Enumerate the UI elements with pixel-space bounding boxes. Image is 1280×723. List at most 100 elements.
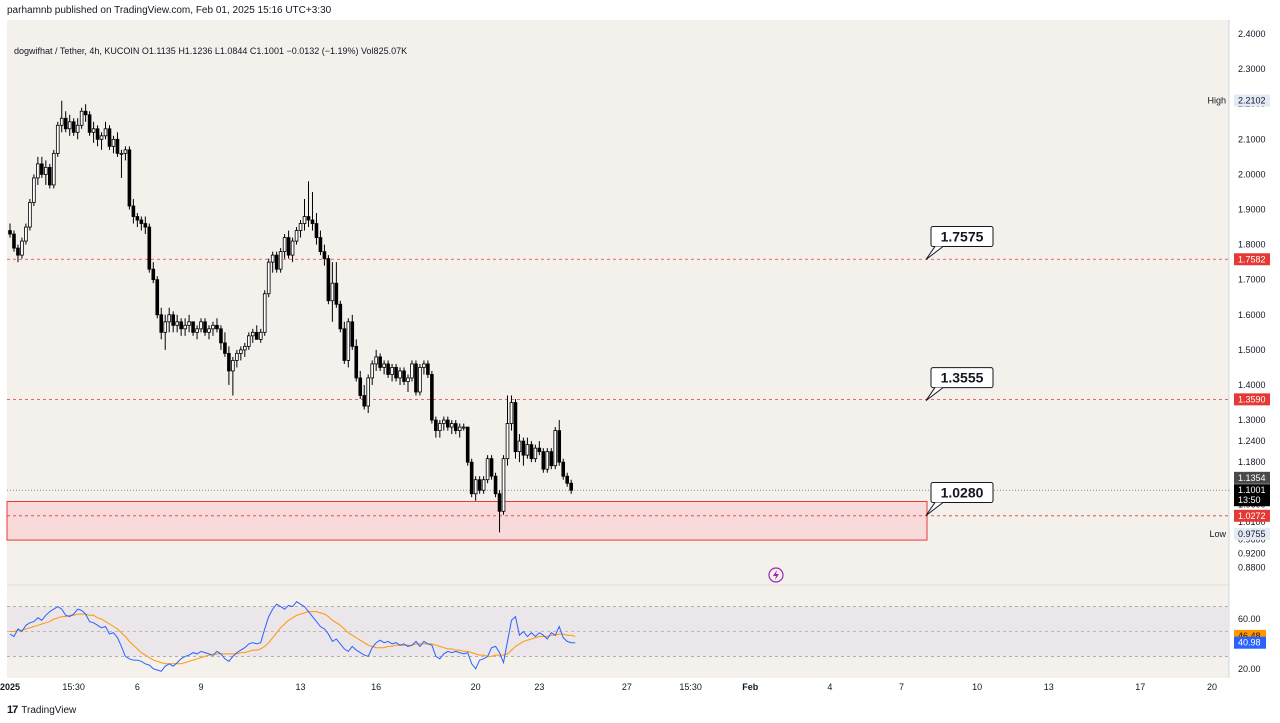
candle [410, 360, 414, 382]
time-tick-label: 2025 [0, 682, 20, 692]
candle-body [485, 458, 490, 481]
candle [465, 426, 470, 466]
lightning-icon[interactable] [768, 567, 784, 583]
price-badge-bg [1234, 471, 1270, 484]
candle [362, 384, 367, 410]
candle-body [290, 240, 295, 256]
rsi-ma-line [10, 611, 576, 665]
candle [537, 441, 542, 456]
candle [489, 455, 494, 480]
candle [235, 349, 239, 368]
candle [44, 160, 48, 185]
candle [159, 307, 164, 340]
candle [219, 325, 223, 350]
callout-pointer [925, 502, 944, 516]
candle [442, 416, 446, 431]
candle-body [569, 482, 573, 491]
price-badge: 2.2102 High [1207, 94, 1270, 107]
candle [123, 146, 128, 161]
candle-body [465, 426, 470, 463]
candle [453, 420, 458, 435]
rsi-tick-label: 20.00 [1238, 664, 1261, 674]
legend-high: H1.1236 [178, 46, 213, 56]
candle-body [501, 458, 506, 512]
price-badge: 1.1354 [1234, 471, 1270, 484]
candle [426, 360, 430, 378]
price-side-label: Low [1209, 529, 1226, 539]
candle-body [322, 251, 327, 260]
symbol-legend: dogwifhat / Tether, 4h, KUCOIN O1.1135 H… [14, 46, 407, 56]
price-badge: 1.7582 [1234, 253, 1270, 266]
candle [529, 441, 534, 463]
candle [445, 416, 450, 431]
candle-body [557, 430, 562, 463]
level-callout: 1.0280 [925, 482, 994, 516]
candle-body [127, 149, 132, 207]
candle-body [294, 230, 299, 242]
candle [481, 476, 486, 494]
candle-body [449, 423, 454, 428]
publish-info: parhamnb published on TradingView.com, F… [7, 5, 332, 16]
candle-body [143, 223, 148, 228]
candle [438, 420, 442, 438]
candle-body [28, 202, 32, 228]
rsi-line [9, 601, 576, 672]
legend-volume: Vol825.07K [361, 46, 408, 56]
candle-body [529, 444, 534, 460]
candle [28, 198, 32, 231]
candle [525, 437, 530, 459]
candle [127, 146, 132, 210]
candle-body [167, 314, 172, 323]
candle [346, 318, 351, 368]
candle-body [207, 328, 211, 333]
candle-body [75, 124, 80, 133]
candle [266, 258, 271, 298]
candle-body [549, 451, 554, 467]
candle-body [103, 128, 108, 137]
candle [87, 111, 92, 136]
candle [215, 318, 219, 333]
candle [155, 276, 160, 319]
candle [434, 416, 438, 438]
time-tick-label: 15:30 [62, 682, 85, 692]
candle [195, 325, 199, 340]
candle [203, 318, 207, 336]
price-tick-label: 1.0100 [1238, 517, 1266, 527]
candle-body [537, 447, 542, 453]
candle-body [314, 223, 319, 238]
candle-body [509, 402, 514, 424]
candle-body [163, 321, 168, 333]
price-tick-label: 1.1800 [1238, 457, 1266, 467]
candle-body [187, 321, 191, 326]
rsi-badge-text: 46.48 [1238, 631, 1261, 641]
candle [290, 237, 295, 263]
candle-body [438, 423, 442, 431]
price-badge-bg [1234, 527, 1270, 540]
price-tick-label: 1.2400 [1238, 436, 1266, 446]
candle-body [36, 163, 40, 179]
price-tick-label: 2.3000 [1238, 64, 1266, 74]
candle-body [215, 324, 219, 330]
candle [402, 367, 406, 385]
candle [51, 149, 56, 189]
candle-body [533, 447, 538, 460]
candle-body [402, 370, 406, 382]
candle-body [342, 328, 347, 361]
candle [569, 479, 573, 494]
candle [99, 132, 104, 150]
candle-body [366, 377, 370, 407]
candle-body [553, 430, 558, 467]
candle [549, 448, 554, 470]
tradingview-logo[interactable]: 17 TradingView [7, 704, 76, 716]
legend-close: C1.1001 [249, 46, 284, 56]
candle-body [239, 349, 243, 354]
price-badge-bg [1234, 393, 1270, 406]
candle-body [338, 303, 343, 330]
candle-body [350, 321, 355, 347]
candle-body [44, 166, 48, 175]
candle-body [565, 475, 569, 484]
candle [338, 300, 343, 333]
rsi-tick-label: 60.00 [1238, 614, 1261, 624]
